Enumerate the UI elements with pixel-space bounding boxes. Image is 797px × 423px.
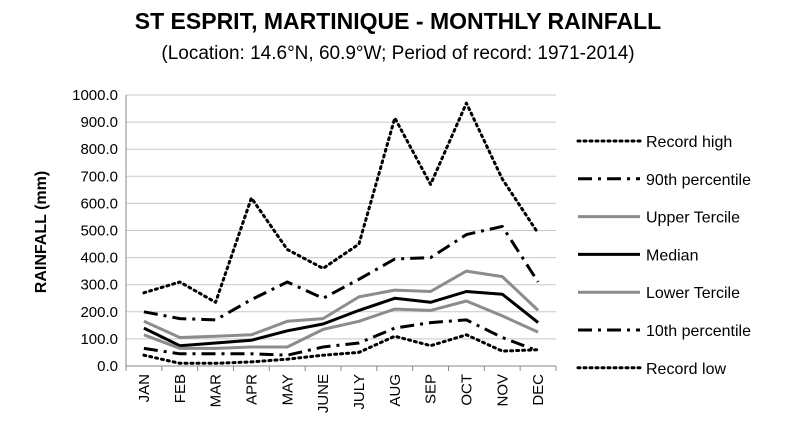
y-tick-label: 200.0 (80, 304, 118, 321)
series-line-lower-tercile (143, 299, 539, 350)
series-lines (142, 101, 540, 365)
legend-label: Upper Tercile (646, 210, 740, 227)
chart-title: ST ESPRIT, MARTINIQUE - MONTHLY RAINFALL (135, 8, 661, 34)
x-tick-labels: JAN FEB MAR APR MAY JUNE JULY AUG SEP OCT NOV DEC (136, 374, 547, 413)
axes (125, 95, 557, 371)
chart-subtitle: (Location: 14.6°N, 60.9°W; Period of rec… (161, 43, 634, 64)
legend-entry: Lower Tercile (578, 285, 740, 302)
x-tick-label: NOV (494, 374, 511, 407)
x-tick-label: JAN (136, 374, 153, 402)
series-line-median (143, 290, 540, 348)
legend-entry: Record low (576, 361, 726, 378)
y-tick-label: 100.0 (80, 331, 118, 348)
gridlines (126, 94, 556, 340)
x-tick-label: MAR (208, 374, 225, 408)
x-tick-label: OCT (458, 374, 475, 406)
legend-label: Record low (646, 361, 726, 378)
legend-label: 90th percentile (646, 172, 751, 189)
series-line-upper-tercile (143, 269, 540, 339)
y-tick-label: 800.0 (80, 141, 118, 158)
legend-entry: Median (578, 247, 698, 264)
y-tick-label: 600.0 (80, 195, 118, 212)
x-tick-label: JULY (351, 374, 368, 410)
y-tick-labels: 0.0 100.0 200.0 300.0 400.0 500.0 600.0 700.0 80… (72, 87, 118, 375)
y-tick-label: 0.0 (97, 358, 118, 375)
y-tick-label: 300.0 (80, 277, 118, 294)
y-tick-label: 900.0 (80, 114, 118, 131)
x-tick-label: FEB (172, 374, 189, 403)
legend-label: Lower Tercile (646, 285, 740, 302)
series-line-record-low (142, 333, 540, 365)
legend-label: Median (646, 247, 698, 264)
legend-label: 10th percentile (646, 323, 751, 340)
x-tick-label: AUG (387, 374, 404, 407)
legend-entry: 90th percentile (578, 172, 751, 189)
x-tick-label: DEC (530, 374, 547, 406)
y-tick-label: 700.0 (80, 168, 118, 185)
legend-entry: Record high (576, 134, 732, 151)
y-tick-label: 500.0 (80, 223, 118, 240)
legend: Record high 90th percentile Upper Tercile M… (576, 134, 751, 378)
y-tick-label: 1000.0 (72, 87, 118, 104)
x-tick-label: APR (243, 374, 260, 405)
legend-entry: Upper Tercile (578, 210, 740, 227)
series-line-record-high (142, 101, 540, 304)
x-tick-label: SEP (423, 374, 440, 404)
legend-entry: 10th percentile (578, 323, 751, 340)
y-axis-label: RAINFALL (mm) (33, 171, 50, 293)
series-line-90th-percentile (143, 224, 540, 322)
series-line-10th-percentile (143, 318, 539, 357)
y-tick-label: 400.0 (80, 250, 118, 267)
x-tick-label: MAY (279, 374, 296, 405)
x-tick-label: JUNE (315, 374, 332, 413)
legend-label: Record high (646, 134, 732, 151)
